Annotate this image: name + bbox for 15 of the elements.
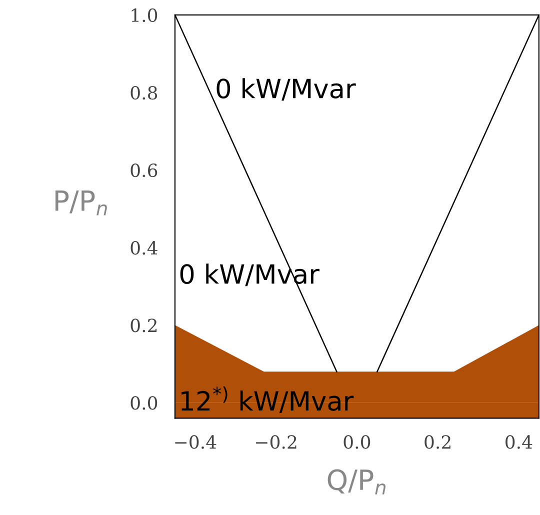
y-tick-label: 0.4 xyxy=(130,241,158,255)
x-tick-label: −0.2 xyxy=(256,435,296,449)
y-tick-label: 0.8 xyxy=(130,86,158,100)
y-tick-label: 0.0 xyxy=(130,396,158,410)
annotation: 0 kW/Mvar xyxy=(216,78,356,101)
y-axis-title: P/P$_{n}$ xyxy=(56,190,107,216)
x-axis-title: Q/P$_{n}$ xyxy=(328,469,386,494)
y-tick-label: 0.6 xyxy=(130,163,158,178)
y-tick-label: 0.2 xyxy=(130,318,157,332)
annotation: 12$^{*)}$ kW/Mvar xyxy=(182,386,354,413)
x-tick-label: 0.0 xyxy=(344,435,370,449)
x-tick-label: 0.2 xyxy=(424,435,450,449)
x-tick-label: −0.4 xyxy=(175,435,216,449)
x-tick-label: 0.4 xyxy=(506,435,532,449)
y-tick-label: 1.0 xyxy=(132,8,158,22)
